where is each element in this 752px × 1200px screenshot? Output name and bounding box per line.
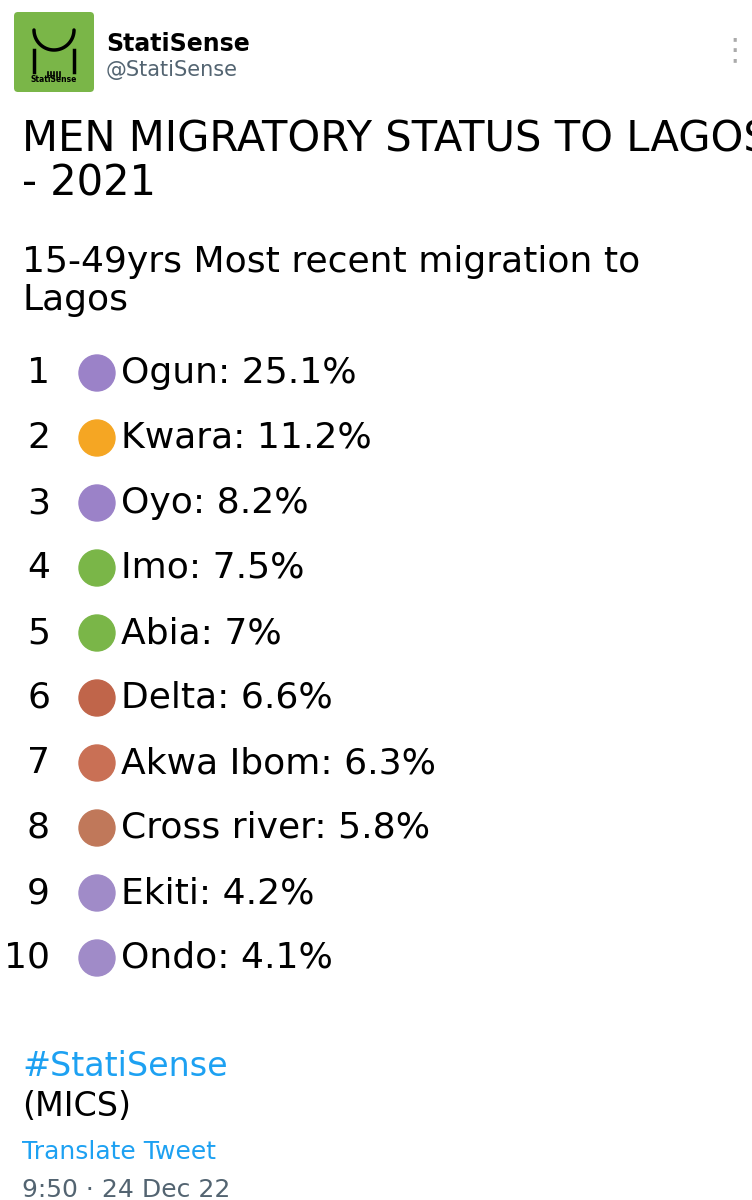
Circle shape: [79, 940, 115, 976]
Text: Cross river: 5.8%: Cross river: 5.8%: [121, 811, 430, 845]
Text: StatiSense: StatiSense: [106, 32, 250, 56]
Circle shape: [79, 810, 115, 846]
Text: Oyo: 8.2%: Oyo: 8.2%: [121, 486, 308, 520]
Text: 5: 5: [27, 616, 50, 650]
Circle shape: [79, 550, 115, 586]
Text: Ondo: 4.1%: Ondo: 4.1%: [121, 941, 333, 974]
Text: 6: 6: [27, 680, 50, 715]
Text: 15-49yrs Most recent migration to: 15-49yrs Most recent migration to: [22, 245, 640, 278]
Text: Lagos: Lagos: [22, 283, 128, 317]
Text: Akwa Ibom: 6.3%: Akwa Ibom: 6.3%: [121, 746, 436, 780]
Text: Delta: 6.6%: Delta: 6.6%: [121, 680, 332, 715]
Circle shape: [79, 680, 115, 716]
Text: Imo: 7.5%: Imo: 7.5%: [121, 551, 305, 584]
Text: Ekiti: 4.2%: Ekiti: 4.2%: [121, 876, 314, 910]
Text: Kwara: 11.2%: Kwara: 11.2%: [121, 421, 371, 455]
Text: Ogun: 25.1%: Ogun: 25.1%: [121, 356, 356, 390]
Text: 2: 2: [27, 421, 50, 455]
Text: Translate Tweet: Translate Tweet: [22, 1140, 216, 1164]
Text: (MICS): (MICS): [22, 1090, 131, 1123]
Circle shape: [79, 745, 115, 781]
Text: 4: 4: [27, 551, 50, 584]
Text: - 2021: - 2021: [22, 162, 156, 204]
Text: MEN MIGRATORY STATUS TO LAGOS: MEN MIGRATORY STATUS TO LAGOS: [22, 118, 752, 160]
Text: 9: 9: [27, 876, 50, 910]
Text: 1: 1: [27, 356, 50, 390]
Circle shape: [79, 420, 115, 456]
Text: @StatiSense: @StatiSense: [106, 60, 238, 80]
Text: StatiSense: StatiSense: [31, 76, 77, 84]
Text: 7: 7: [27, 746, 50, 780]
Text: 10: 10: [4, 941, 50, 974]
Text: 3: 3: [27, 486, 50, 520]
Text: Abia: 7%: Abia: 7%: [121, 616, 282, 650]
Text: ⋮: ⋮: [720, 36, 750, 65]
Text: 8: 8: [27, 811, 50, 845]
Circle shape: [79, 614, 115, 650]
Circle shape: [79, 355, 115, 391]
Circle shape: [79, 875, 115, 911]
Text: 9:50 · 24 Dec 22: 9:50 · 24 Dec 22: [22, 1178, 230, 1200]
Circle shape: [79, 485, 115, 521]
FancyBboxPatch shape: [14, 12, 94, 92]
Text: #StatiSense: #StatiSense: [22, 1050, 228, 1082]
